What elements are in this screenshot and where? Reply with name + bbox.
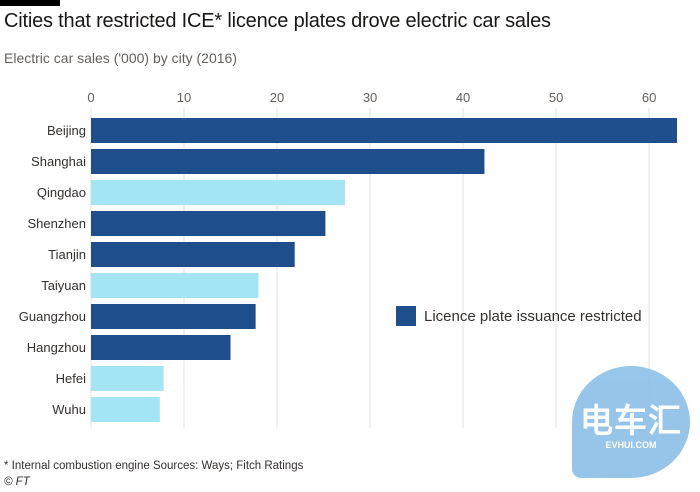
category-label: Shanghai: [31, 154, 86, 169]
watermark-logo: 电车汇: [580, 402, 682, 439]
chart-subtitle: Electric car sales ('000) by city (2016): [4, 50, 237, 66]
bar-qingdao: [91, 180, 345, 205]
category-label: Hangzhou: [27, 340, 86, 355]
bar-taiyuan: [91, 273, 259, 298]
bar-hefei: [91, 366, 164, 391]
category-label: Qingdao: [37, 185, 86, 200]
category-label: Hefei: [56, 371, 86, 386]
bar-shenzhen: [91, 211, 326, 236]
x-tick-label: 60: [642, 90, 656, 105]
footnote: * Internal combustion engine Sources: Wa…: [4, 460, 304, 472]
x-tick-label: 10: [177, 90, 191, 105]
watermark-badge: 电车汇 EVHUI.COM: [572, 366, 690, 478]
category-label: Tianjin: [48, 247, 86, 262]
bar-wuhu: [91, 397, 160, 422]
chart-title: Cities that restricted ICE* licence plat…: [4, 10, 551, 32]
category-label: Shenzhen: [27, 216, 86, 231]
x-tick-label: 0: [87, 90, 94, 105]
bar-chart: 0 10 20 30 40 50 60 Beijing Shanghai Qingdao Shenz…: [19, 90, 677, 428]
category-label: Wuhu: [52, 402, 86, 417]
category-label: Taiyuan: [41, 278, 86, 293]
x-tick-label: 30: [363, 90, 377, 105]
category-label: Guangzhou: [19, 309, 86, 324]
watermark-url: EVHUI.COM: [605, 440, 657, 450]
bar-guangzhou: [91, 304, 256, 329]
x-tick-label: 50: [549, 90, 563, 105]
top-accent-bar: [0, 0, 60, 6]
legend-swatch: [396, 306, 416, 326]
legend-label: Licence plate issuance restricted: [424, 307, 642, 325]
credit: © FT: [4, 476, 30, 488]
bar-hangzhou: [91, 335, 231, 360]
legend: Licence plate issuance restricted: [396, 306, 642, 326]
category-label: Beijing: [47, 123, 86, 138]
x-tick-label: 20: [270, 90, 284, 105]
bar-beijing: [91, 118, 677, 143]
x-tick-label: 40: [456, 90, 470, 105]
bar-tianjin: [91, 242, 295, 267]
bar-shanghai: [91, 149, 485, 174]
